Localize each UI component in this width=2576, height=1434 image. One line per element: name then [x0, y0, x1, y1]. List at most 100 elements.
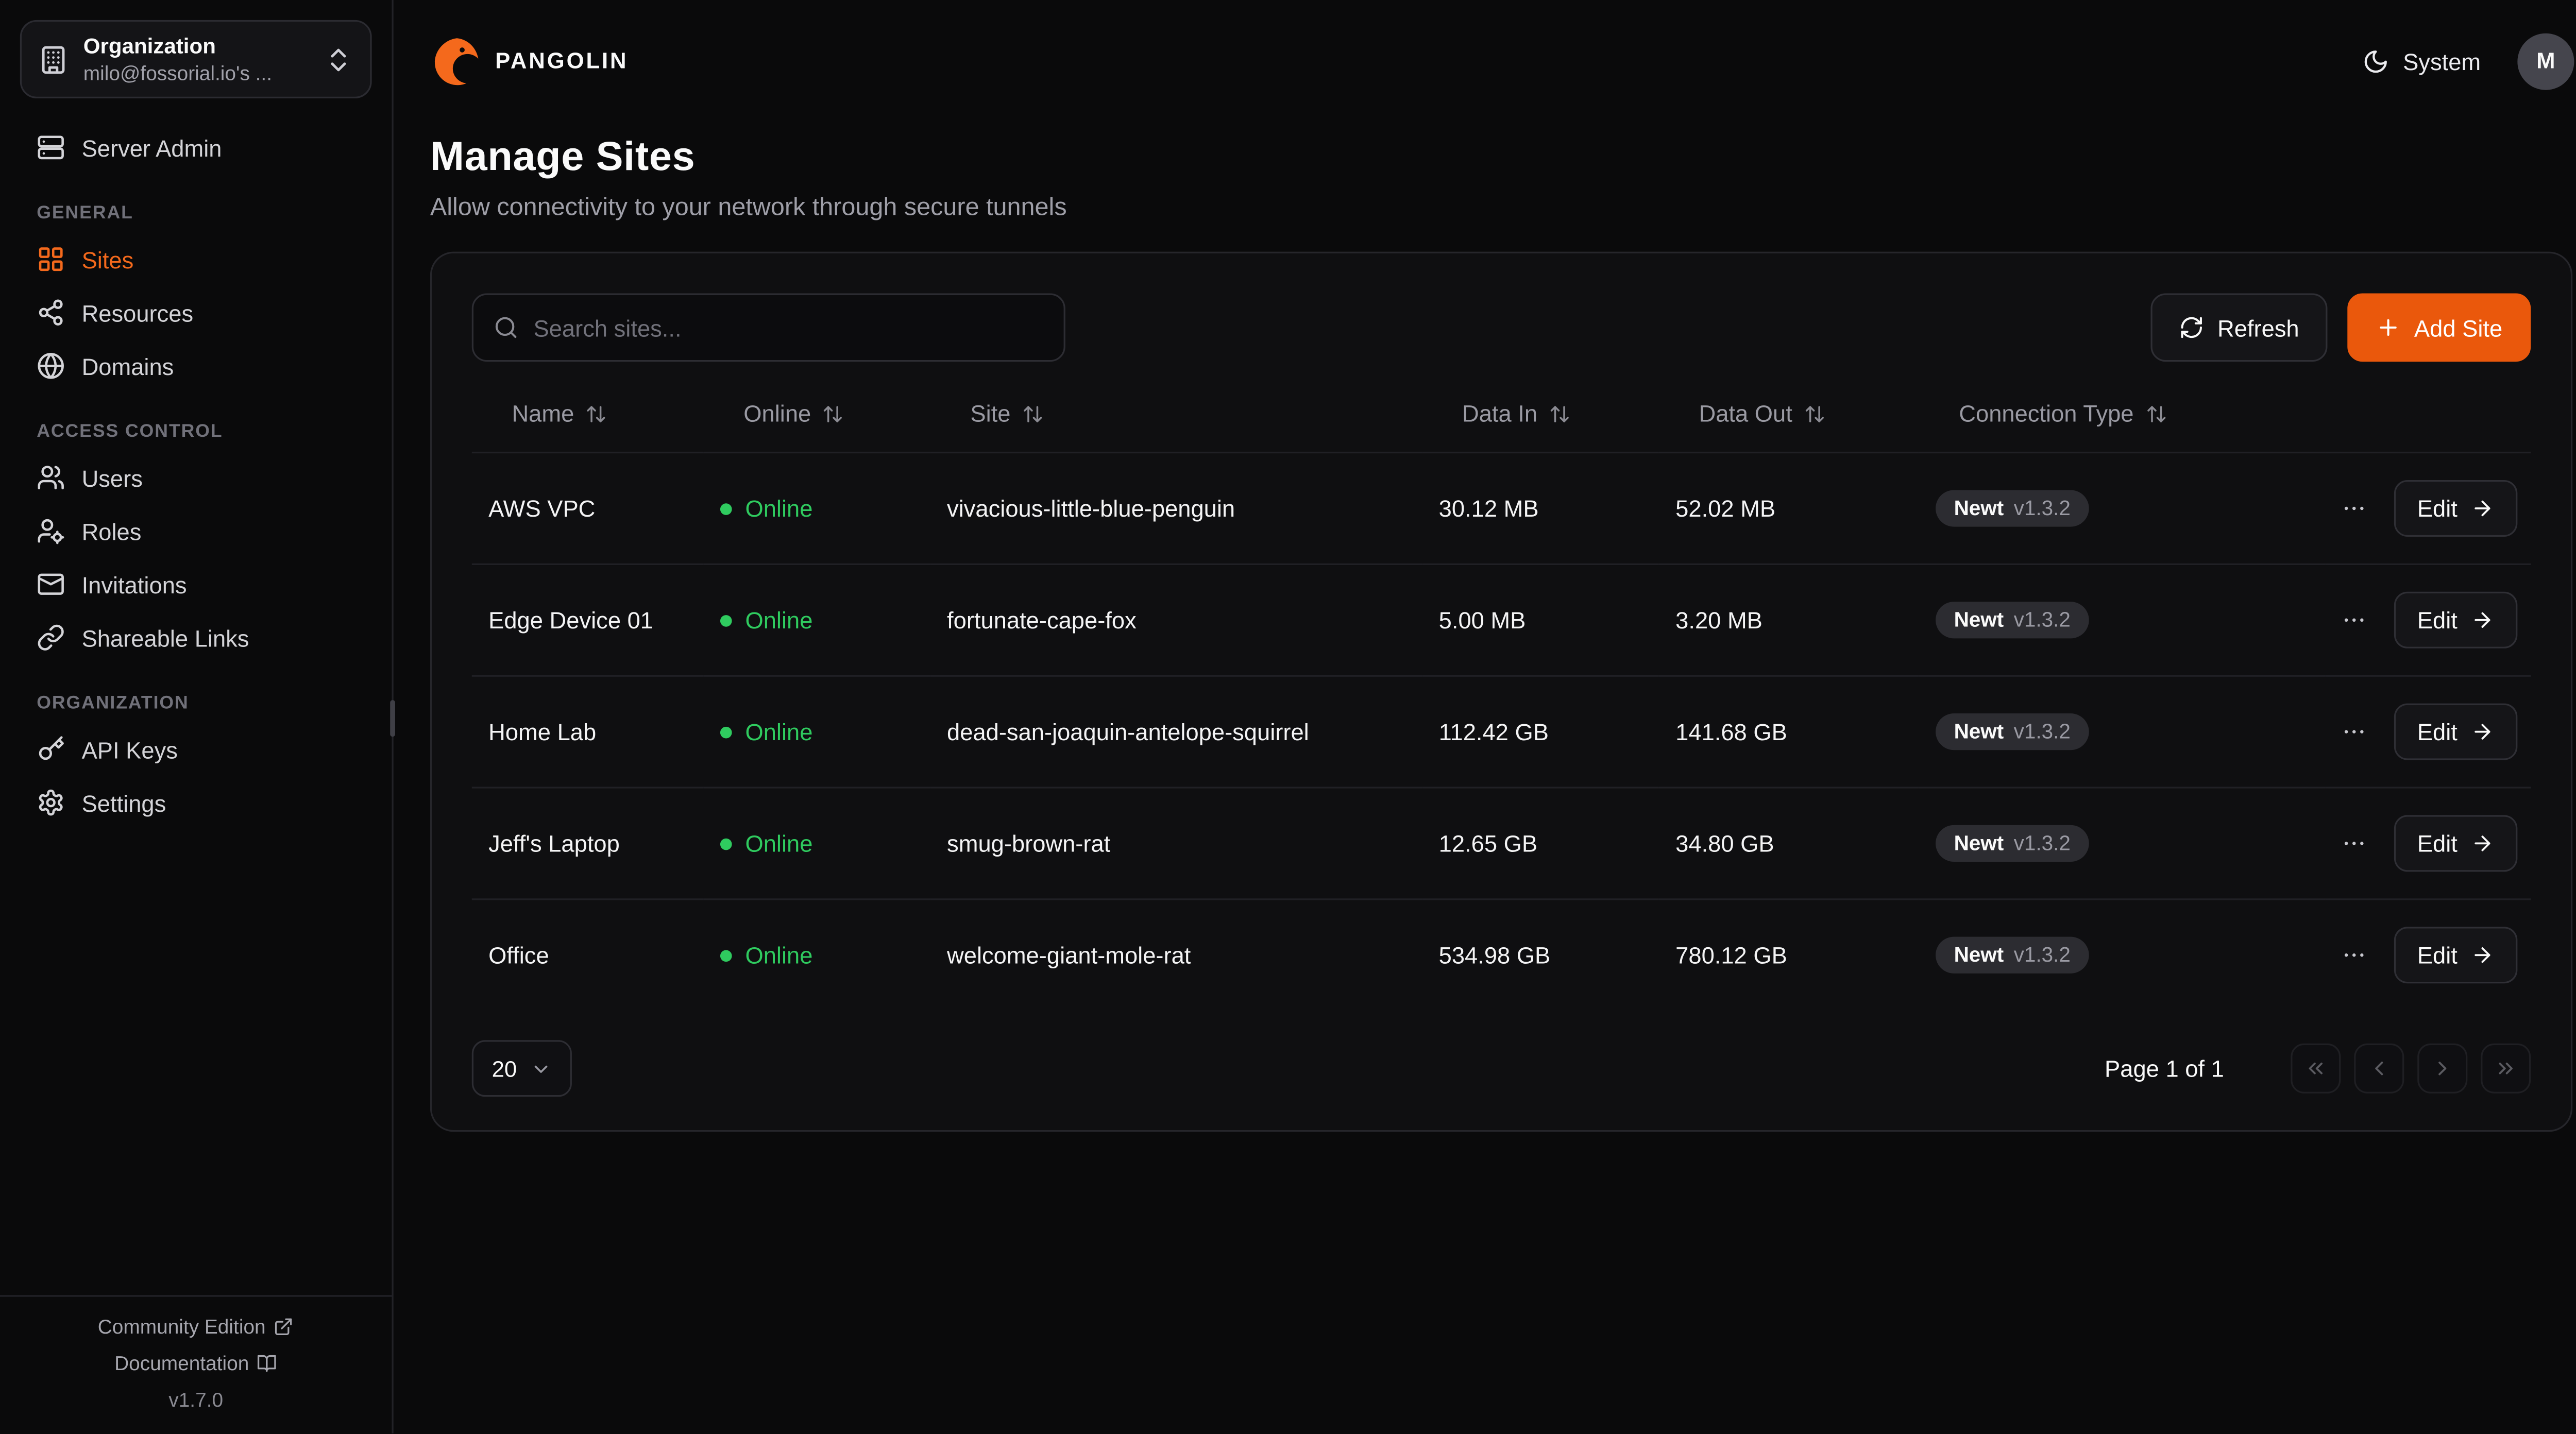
data-in-cell: 30.12 MB: [1422, 451, 1659, 565]
column-header-name[interactable]: Name: [472, 375, 704, 452]
ellipsis-icon: [2344, 618, 2364, 622]
column-header-data-out[interactable]: Data Out: [1659, 375, 1919, 452]
toolbar-buttons: Refresh Add Site: [2150, 293, 2531, 362]
edit-button[interactable]: Edit: [2394, 815, 2518, 872]
arrow-right-icon: [2475, 500, 2490, 517]
theme-toggle-button[interactable]: System: [2363, 47, 2481, 74]
page-size-select[interactable]: 20: [471, 1040, 572, 1097]
previous-page-button[interactable]: [2354, 1043, 2404, 1094]
sidebar-item-label: Server Admin: [81, 134, 222, 161]
edit-label: Edit: [2417, 606, 2458, 634]
search-input[interactable]: [533, 314, 1044, 341]
documentation-link[interactable]: Documentation: [114, 1352, 277, 1375]
connection-type-badge: Newt v1.3.2: [1935, 713, 2089, 750]
table-header-row: Name Online Site Data In Data Out Connec…: [472, 375, 2531, 452]
online-status: Online: [720, 942, 917, 968]
connection-version: v1.3.2: [2013, 497, 2071, 520]
connection-type-badge: Newt v1.3.2: [1935, 936, 2089, 974]
column-header-site[interactable]: Site: [930, 375, 1422, 452]
key-icon: [39, 736, 64, 760]
topbar-right: System M: [2363, 32, 2574, 90]
refresh-label: Refresh: [2217, 314, 2299, 341]
arrow-right-icon: [2475, 612, 2490, 628]
sidebar-nav: Organization milo@fossorial.io's ... Ser…: [0, 0, 392, 1295]
table-row: Home Lab Online dead-san-joaquin-antelop…: [471, 675, 2531, 788]
page-size-value: 20: [492, 1056, 517, 1081]
site-name-cell: Office: [471, 898, 704, 1011]
sidebar-item-shareable-links[interactable]: Shareable Links: [20, 612, 372, 663]
row-menu-button[interactable]: [2334, 935, 2374, 975]
site-name-cell: Edge Device 01: [471, 563, 704, 676]
external-link-icon: [276, 1318, 293, 1336]
sidebar-item-domains[interactable]: Domains: [20, 340, 372, 391]
sidebar-item-sites[interactable]: Sites: [20, 233, 372, 285]
edit-button[interactable]: Edit: [2394, 480, 2518, 537]
row-menu-button[interactable]: [2334, 600, 2374, 640]
sidebar-item-settings[interactable]: Settings: [20, 777, 372, 828]
row-menu-button[interactable]: [2334, 824, 2374, 864]
connection-name: Newt: [1954, 720, 2004, 744]
chevron-right-icon: [2438, 1062, 2447, 1076]
pagination: Page 1 of 1: [2105, 1043, 2531, 1094]
ellipsis-icon: [2344, 506, 2364, 510]
sort-icon: [1024, 405, 1042, 422]
connection-name: Newt: [1954, 497, 2004, 520]
column-label: Data In: [1462, 400, 1538, 427]
site-name-cell: AWS VPC: [471, 451, 704, 565]
add-site-label: Add Site: [2414, 314, 2503, 341]
sort-icon: [1805, 405, 1824, 422]
connection-type-badge: Newt v1.3.2: [1935, 602, 2089, 639]
sidebar-item-server-admin[interactable]: Server Admin: [20, 122, 372, 173]
connection-version: v1.3.2: [2013, 720, 2071, 744]
column-header-online[interactable]: Online: [704, 375, 930, 452]
online-dot-icon: [720, 726, 732, 738]
sidebar-item-label: Roles: [81, 517, 142, 544]
sidebar-item-invitations[interactable]: Invitations: [20, 558, 372, 610]
site-slug-cell: vivacious-little-blue-penguin: [930, 451, 1422, 565]
edit-label: Edit: [2417, 942, 2458, 969]
server-icon: [38, 135, 64, 160]
edit-button[interactable]: Edit: [2394, 927, 2518, 984]
sidebar-item-users[interactable]: Users: [20, 452, 372, 503]
data-in-cell: 12.65 GB: [1422, 787, 1659, 899]
table-footer: 20 Page 1 of 1: [471, 1040, 2531, 1097]
chevrons-up-down-icon: [331, 48, 346, 71]
online-status: Online: [720, 719, 917, 745]
online-dot-icon: [720, 949, 732, 961]
column-header-connection-type[interactable]: Connection Type: [1919, 375, 2326, 452]
column-label: Online: [743, 400, 811, 427]
sidebar-resize-handle[interactable]: [390, 700, 395, 737]
sidebar-item-roles[interactable]: Roles: [20, 505, 372, 557]
sidebar-item-label: Domains: [81, 352, 174, 380]
row-menu-button[interactable]: [2334, 712, 2374, 752]
last-page-button[interactable]: [2481, 1043, 2531, 1094]
column-label: Site: [970, 400, 1011, 427]
users-icon: [38, 466, 64, 490]
add-site-button[interactable]: Add Site: [2347, 293, 2531, 362]
plus-icon: [2380, 319, 2397, 336]
version-label: v1.7.0: [168, 1388, 224, 1412]
refresh-button[interactable]: Refresh: [2150, 293, 2328, 362]
column-header-data-in[interactable]: Data In: [1422, 375, 1659, 452]
online-status: Online: [720, 830, 917, 857]
first-page-button[interactable]: [2291, 1043, 2341, 1094]
connection-name: Newt: [1954, 831, 2004, 856]
sites-icon: [39, 247, 63, 271]
sidebar-item-api-keys[interactable]: API Keys: [20, 723, 372, 775]
avatar[interactable]: M: [2517, 32, 2574, 90]
sidebar-item-label: Settings: [81, 789, 166, 816]
sidebar-item-resources[interactable]: Resources: [20, 287, 372, 338]
page-info: Page 1 of 1: [2105, 1055, 2224, 1082]
org-selector[interactable]: Organization milo@fossorial.io's ...: [20, 20, 372, 98]
community-edition-link[interactable]: Community Edition: [98, 1315, 294, 1339]
row-menu-button[interactable]: [2334, 488, 2374, 528]
mail-icon: [38, 573, 64, 595]
edit-button[interactable]: Edit: [2394, 703, 2518, 760]
main-content: PANGOLIN System M Manage Sites Allow con…: [394, 0, 2576, 1433]
next-page-button[interactable]: [2417, 1043, 2468, 1094]
connection-version: v1.3.2: [2013, 831, 2071, 856]
theme-label: System: [2403, 47, 2481, 75]
chevrons-right-icon: [2499, 1062, 2513, 1074]
link-icon: [38, 624, 64, 651]
edit-button[interactable]: Edit: [2394, 591, 2518, 648]
